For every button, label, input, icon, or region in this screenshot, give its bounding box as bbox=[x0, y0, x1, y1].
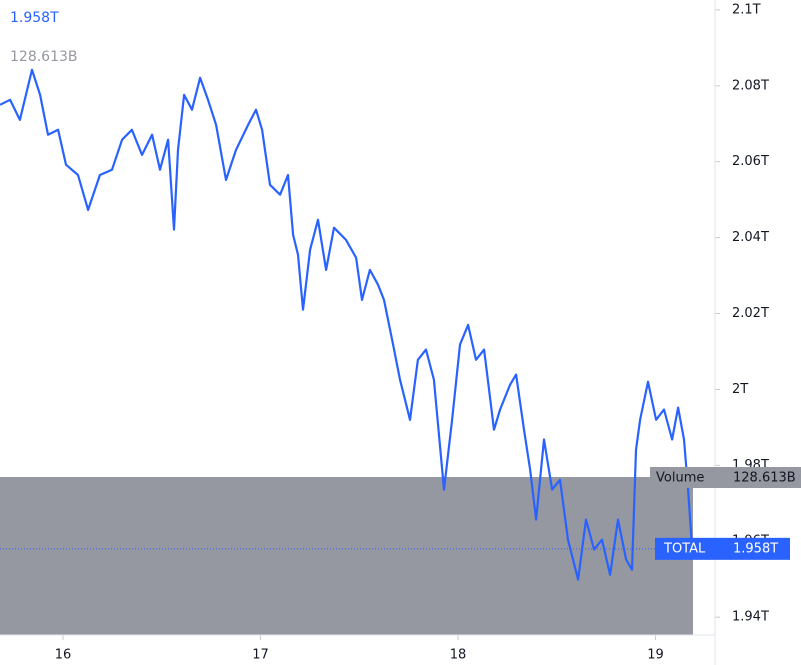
volume-name: Volume bbox=[656, 471, 704, 486]
y-tick-label: 1.94T bbox=[732, 610, 769, 625]
y-tick-label: 2.08T bbox=[732, 78, 769, 93]
volume-legend: 128.613B bbox=[10, 49, 78, 65]
legend-value: 1.958T bbox=[10, 10, 59, 26]
price-line bbox=[0, 68, 694, 581]
y-tick-label: 2.04T bbox=[732, 230, 769, 245]
x-tick-label: 16 bbox=[55, 648, 72, 663]
volume-label: 128.613B bbox=[733, 471, 796, 486]
volume-pane bbox=[0, 477, 693, 635]
x-tick-label: 19 bbox=[647, 648, 664, 663]
y-tick-label: 2.06T bbox=[732, 154, 769, 169]
y-tick-label: 2.02T bbox=[732, 306, 769, 321]
series-name: TOTAL bbox=[663, 541, 706, 556]
last-price-box bbox=[655, 537, 790, 560]
y-tick-label: 2.1T bbox=[732, 2, 761, 17]
y-tick-label: 2T bbox=[732, 382, 748, 397]
last-price-label: 1.958T bbox=[733, 541, 778, 556]
volume-box bbox=[650, 467, 801, 488]
x-tick-label: 18 bbox=[450, 648, 467, 663]
x-tick-label: 17 bbox=[252, 648, 269, 663]
